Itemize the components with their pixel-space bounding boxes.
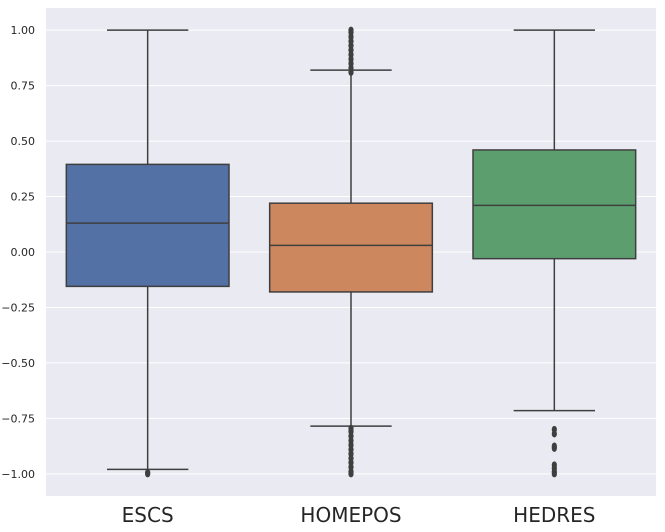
box-escs <box>65 29 230 478</box>
outlier-point <box>551 430 557 438</box>
outlier-point <box>348 26 354 34</box>
y-tick-label: 1.00 <box>11 24 36 37</box>
y-tick-label: 0.50 <box>11 135 36 148</box>
y-tick-label: −0.75 <box>1 412 35 425</box>
y-tick-label: 0.25 <box>11 191 36 204</box>
y-tick-label: 0.00 <box>11 246 36 259</box>
outlier-point <box>551 470 557 478</box>
y-tick-label: −1.00 <box>1 468 35 481</box>
box-hedres <box>472 29 637 478</box>
outlier-point <box>551 444 557 452</box>
iqr-box <box>268 202 434 293</box>
y-axis-ticks: −1.00 −0.75 −0.50 −0.25 0.00 0.25 0.50 0.75 1.00 <box>1 24 35 481</box>
x-axis-ticks: ESCS HOMEPOS HEDRES <box>122 503 596 527</box>
y-tick-label: 0.75 <box>11 80 36 93</box>
y-tick-label: −0.50 <box>1 357 35 370</box>
x-tick-label: HOMEPOS <box>300 503 401 527</box>
iqr-box <box>65 163 230 288</box>
iqr-box <box>472 149 637 260</box>
outlier-point <box>145 470 151 478</box>
box-homepos <box>268 26 434 478</box>
x-tick-label: ESCS <box>122 503 174 527</box>
outlier-point <box>348 470 354 478</box>
y-tick-label: −0.25 <box>1 301 35 314</box>
boxes <box>65 26 637 478</box>
x-tick-label: HEDRES <box>513 503 595 527</box>
